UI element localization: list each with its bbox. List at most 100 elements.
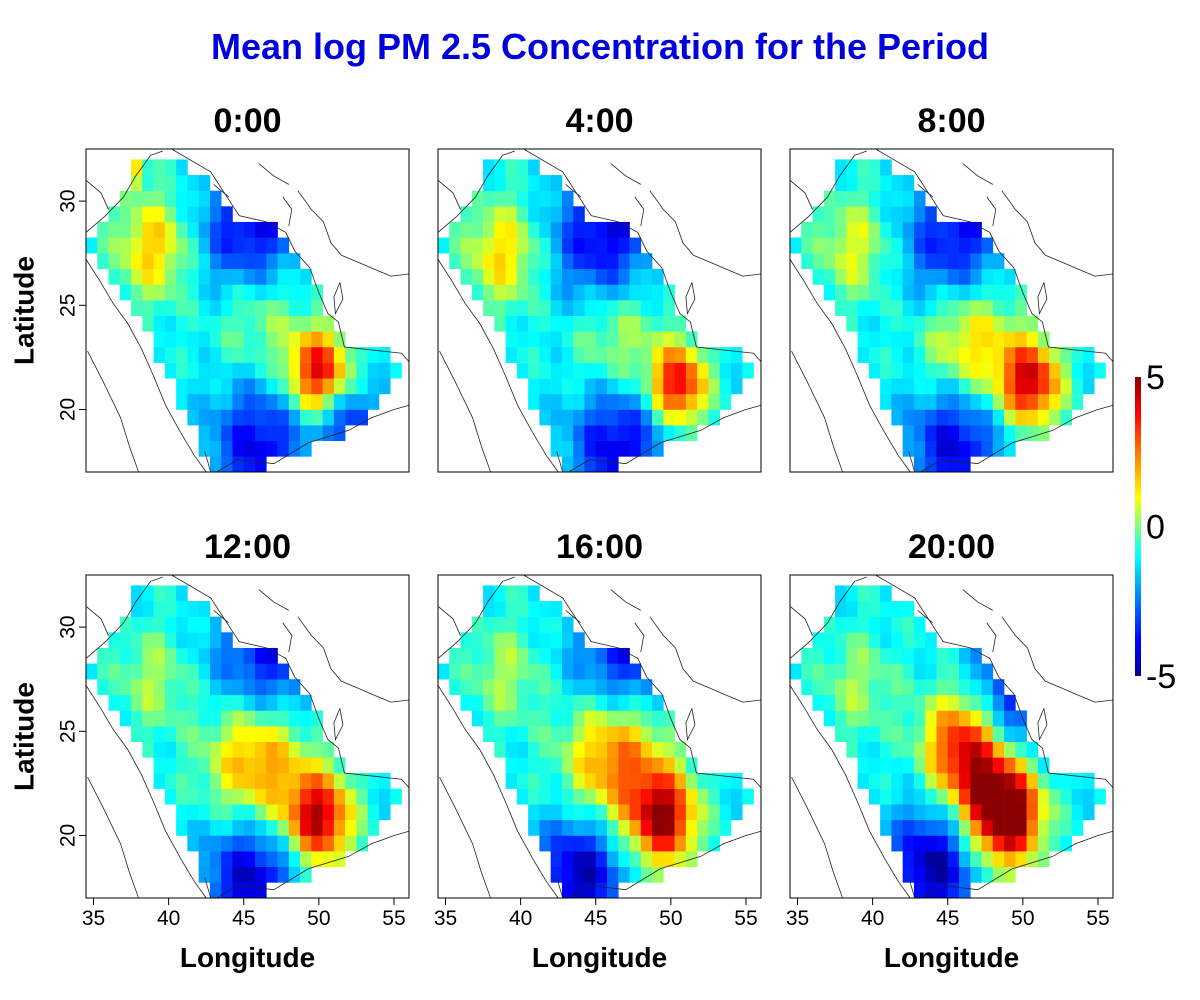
heatmap-cell bbox=[959, 237, 971, 254]
heatmap-cell bbox=[902, 804, 915, 821]
heatmap-cell bbox=[471, 710, 484, 727]
heatmap-cell bbox=[505, 284, 518, 301]
heatmap-cell bbox=[209, 726, 222, 743]
heatmap-cell bbox=[823, 221, 836, 238]
heatmap-cell bbox=[131, 175, 143, 191]
heatmap-cell bbox=[528, 284, 540, 301]
heatmap-cell bbox=[494, 300, 506, 317]
heatmap-cell bbox=[573, 253, 585, 270]
heatmap-cell bbox=[868, 331, 881, 348]
heatmap-cell bbox=[607, 456, 619, 473]
heatmap-cell bbox=[584, 440, 597, 457]
heatmap-cell bbox=[981, 425, 994, 442]
heatmap-cell bbox=[595, 788, 608, 805]
heatmap-cell bbox=[1004, 866, 1016, 883]
heatmap-cell bbox=[981, 346, 994, 363]
heatmap-cell bbox=[460, 632, 473, 649]
heatmap-cell bbox=[243, 331, 256, 348]
heatmap-cell bbox=[209, 882, 222, 899]
heatmap-cell bbox=[697, 409, 709, 426]
heatmap-cell bbox=[255, 284, 267, 301]
heatmap-cell bbox=[959, 378, 971, 395]
heatmap-cell bbox=[708, 788, 720, 805]
heatmap-cell bbox=[640, 819, 653, 836]
heatmap-cell bbox=[573, 440, 585, 457]
heatmap-cell bbox=[868, 601, 881, 617]
heatmap-cell bbox=[288, 440, 301, 457]
heatmap-cell bbox=[959, 741, 971, 758]
heatmap-cell bbox=[266, 741, 278, 758]
heatmap-cell bbox=[584, 300, 597, 317]
heatmap-cell bbox=[835, 616, 847, 633]
heatmap-cell bbox=[947, 253, 960, 270]
heatmap-cell bbox=[618, 378, 630, 395]
heatmap-cell bbox=[573, 346, 585, 363]
heatmap-cell bbox=[697, 804, 709, 821]
x-tick-label: 45 bbox=[936, 907, 959, 930]
heatmap-cell bbox=[142, 284, 154, 301]
x-tick-label: 35 bbox=[786, 907, 809, 930]
heatmap-cell bbox=[992, 425, 1005, 442]
heatmap-cell bbox=[992, 804, 1005, 821]
heatmap-cell bbox=[1094, 788, 1106, 805]
heatmap-cell bbox=[697, 772, 709, 789]
heatmap-cell bbox=[516, 710, 529, 727]
heatmap-cell bbox=[902, 331, 915, 348]
heatmap-cell bbox=[561, 757, 574, 774]
heatmap-cell bbox=[516, 788, 529, 805]
heatmap-cell bbox=[1004, 835, 1016, 852]
heatmap-cell bbox=[494, 190, 506, 207]
coastline bbox=[962, 589, 993, 611]
heatmap-cell bbox=[629, 679, 642, 696]
heatmap-cell bbox=[812, 206, 825, 223]
heatmap-cell bbox=[573, 694, 585, 711]
heatmap-cell bbox=[936, 425, 949, 442]
heatmap-cell bbox=[992, 757, 1005, 774]
heatmap-cell bbox=[925, 679, 937, 696]
heatmap-cell bbox=[584, 647, 597, 664]
heatmap-cell bbox=[198, 315, 211, 332]
heatmap-cell bbox=[1004, 440, 1016, 457]
heatmap-cell bbox=[505, 632, 518, 649]
heatmap-cell bbox=[902, 601, 915, 617]
heatmap-cell bbox=[142, 190, 154, 207]
heatmap-cell bbox=[505, 772, 518, 789]
heatmap-cell bbox=[176, 616, 188, 633]
heatmap-cell bbox=[232, 679, 245, 696]
heatmap-cell bbox=[97, 221, 109, 238]
heatmap-cell bbox=[198, 710, 211, 727]
heatmap-cell bbox=[607, 694, 619, 711]
heatmap-cell bbox=[209, 741, 222, 758]
map-outline bbox=[789, 574, 1114, 899]
heatmap-cell bbox=[846, 268, 858, 285]
heatmap-cell bbox=[913, 268, 926, 285]
heatmap-cell bbox=[663, 772, 675, 789]
heatmap-cell bbox=[550, 440, 563, 457]
heatmap-cell bbox=[266, 346, 278, 363]
heatmap-cell bbox=[255, 456, 267, 473]
heatmap-cell bbox=[868, 362, 881, 379]
heatmap-cell bbox=[367, 378, 380, 395]
heatmap-cell bbox=[471, 190, 484, 207]
heatmap-cell bbox=[857, 647, 870, 664]
heatmap-cell bbox=[232, 300, 245, 317]
heatmap-cell bbox=[981, 804, 994, 821]
heatmap-cell bbox=[288, 409, 301, 426]
heatmap-cell bbox=[607, 851, 619, 868]
heatmap-cell bbox=[198, 425, 211, 442]
heatmap-cell bbox=[198, 601, 211, 617]
heatmap-cell bbox=[902, 378, 915, 395]
heatmap-cell bbox=[1015, 835, 1027, 852]
heatmap-cell bbox=[719, 362, 732, 379]
heatmap-cell bbox=[685, 331, 698, 348]
heatmap-cell bbox=[311, 378, 323, 395]
heatmap-cell bbox=[1004, 757, 1016, 774]
heatmap-cell bbox=[164, 315, 177, 332]
heatmap-cell bbox=[378, 362, 391, 379]
heatmap-cell bbox=[663, 393, 675, 410]
heatmap-cell bbox=[970, 835, 982, 852]
heatmap-cell bbox=[494, 710, 506, 727]
heatmap-cell bbox=[550, 726, 563, 743]
coastline bbox=[204, 877, 212, 899]
heatmap-cell bbox=[925, 694, 937, 711]
